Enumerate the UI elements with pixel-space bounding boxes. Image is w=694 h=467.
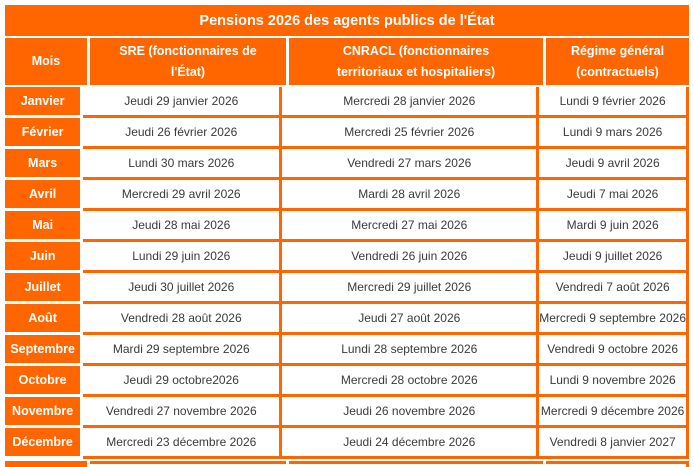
date-cell: Lundi 29 juin 2026 — [83, 242, 280, 270]
date-cell: Jeudi 27 août 2026 — [282, 304, 537, 332]
date-cell: Jeudi 7 mai 2026 — [539, 180, 686, 208]
column-header-regime: Régime général (contractuels) — [546, 38, 689, 85]
month-cell: Juillet — [5, 273, 81, 301]
month-cell: Octobre — [5, 366, 81, 394]
partial-date-cell — [289, 461, 543, 467]
date-cell: Jeudi 28 mai 2026 — [83, 211, 280, 239]
date-cell: Jeudi 9 avril 2026 — [539, 149, 686, 177]
month-cell: Août — [5, 304, 81, 332]
partial-date-cell — [546, 461, 686, 467]
date-cell: Mardi 28 avril 2026 — [282, 180, 537, 208]
header-row: Mois SRE (fonctionnaires de l'État) CNRA… — [5, 38, 689, 85]
month-cell: Décembre — [5, 428, 81, 456]
date-cell: Jeudi 26 février 2026 — [83, 118, 280, 146]
month-cell: Septembre — [5, 335, 81, 363]
month-cell: Janvier — [5, 87, 81, 115]
date-cell: Vendredi 7 août 2026 — [539, 273, 686, 301]
partial-date-row — [90, 461, 689, 467]
pensions-table: Pensions 2026 des agents publics de l'Ét… — [5, 5, 689, 467]
table-body: Janvier Février Mars Avril Mai Juin Juil… — [5, 87, 689, 459]
month-cell: Mai — [5, 211, 81, 239]
date-cell: Lundi 28 septembre 2026 — [282, 335, 537, 363]
month-cell: Novembre — [5, 397, 81, 425]
date-cell: Mercredi 25 février 2026 — [282, 118, 537, 146]
date-cell: Vendredi 27 mars 2026 — [282, 149, 537, 177]
date-cell: Lundi 9 février 2026 — [539, 87, 686, 115]
column-header-month: Mois — [5, 38, 87, 85]
date-cell: Vendredi 27 novembre 2026 — [83, 397, 280, 425]
date-cell: Jeudi 29 octobre2026 — [83, 366, 280, 394]
date-cell: Vendredi 28 août 2026 — [83, 304, 280, 332]
date-cell: Jeudi 24 décembre 2026 — [282, 428, 537, 456]
month-cell: Avril — [5, 180, 81, 208]
date-cell: Vendredi 26 juin 2026 — [282, 242, 537, 270]
partial-month-cell — [5, 461, 87, 467]
date-cell: Mercredi 28 janvier 2026 — [282, 87, 537, 115]
date-cell: Lundi 9 mars 2026 — [539, 118, 686, 146]
date-cell: Mercredi 29 juillet 2026 — [282, 273, 537, 301]
partial-date-cell — [90, 461, 286, 467]
column-header-month-label: Mois — [31, 54, 61, 68]
column-header-cnracl: CNRACL (fonctionnaires territoriaux et h… — [289, 38, 543, 85]
date-cell: Mercredi 29 avril 2026 — [83, 180, 280, 208]
date-cell: Vendredi 8 janvier 2027 — [539, 428, 686, 456]
date-grid: Jeudi 29 janvier 2026 Mercredi 28 janvie… — [83, 87, 689, 459]
date-cell: Jeudi 29 janvier 2026 — [83, 87, 280, 115]
date-cell: Mercredi 27 mai 2026 — [282, 211, 537, 239]
month-cell: Mars — [5, 149, 81, 177]
date-cell: Mercredi 28 octobre 2026 — [282, 366, 537, 394]
date-cell: Jeudi 9 juillet 2026 — [539, 242, 686, 270]
table-title: Pensions 2026 des agents publics de l'Ét… — [5, 5, 689, 36]
month-cell: Février — [5, 118, 81, 146]
month-column: Janvier Février Mars Avril Mai Juin Juil… — [5, 87, 81, 459]
date-cell: Mercredi 9 décembre 2026 — [539, 397, 686, 425]
date-cell: Mercredi 23 décembre 2026 — [83, 428, 280, 456]
date-cell: Mercredi 9 septembre 2026 — [539, 304, 686, 332]
date-cell: Lundi 9 novembre 2026 — [539, 366, 686, 394]
date-cell: Mardi 9 juin 2026 — [539, 211, 686, 239]
date-cell: Vendredi 9 octobre 2026 — [539, 335, 686, 363]
date-cell: Mardi 29 septembre 2026 — [83, 335, 280, 363]
date-cell: Jeudi 26 novembre 2026 — [282, 397, 537, 425]
column-header-sre: SRE (fonctionnaires de l'État) — [90, 38, 286, 85]
date-cell: Jeudi 30 juillet 2026 — [83, 273, 280, 301]
month-cell: Juin — [5, 242, 81, 270]
partial-next-row — [5, 461, 689, 467]
date-cell: Lundi 30 mars 2026 — [83, 149, 280, 177]
